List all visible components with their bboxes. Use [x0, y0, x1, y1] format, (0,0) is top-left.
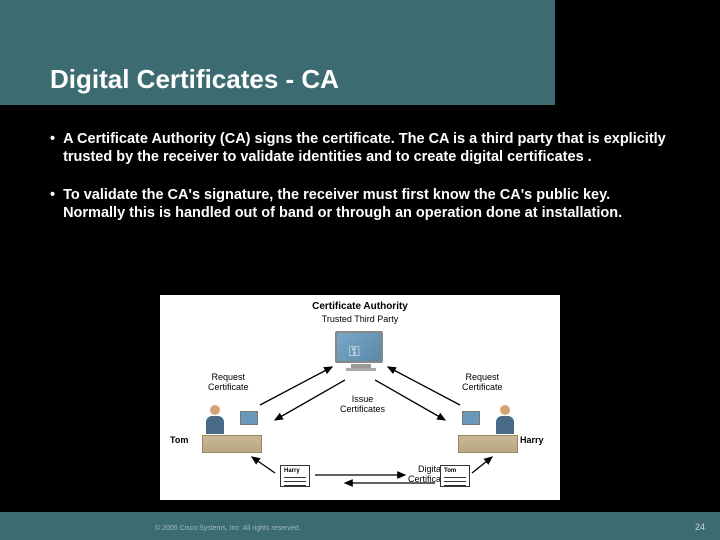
- issue-label: IssueCertificates: [340, 395, 385, 415]
- person-harry-icon: [458, 403, 518, 453]
- diagram: Certificate Authority Trusted Third Part…: [160, 295, 560, 500]
- certificate-doc-icon: Harry: [280, 465, 310, 487]
- harry-label: Harry: [520, 435, 544, 445]
- cert-name: Tom: [441, 466, 469, 474]
- person-tom-icon: [202, 403, 262, 453]
- slide-title: Digital Certificates - CA: [50, 64, 339, 95]
- bullet-dot-icon: •: [50, 186, 55, 222]
- ca-title: Certificate Authority: [312, 301, 408, 312]
- bullet-text: A Certificate Authority (CA) signs the c…: [63, 130, 670, 166]
- ca-monitor-icon: ⚿: [335, 331, 387, 373]
- key-icon: ⚿: [349, 343, 360, 360]
- bullet-item: • To validate the CA's signature, the re…: [50, 186, 670, 222]
- request-left-label: RequestCertificate: [208, 373, 249, 393]
- copyright-text: © 2005 Cisco Systems, Inc. All rights re…: [155, 525, 301, 532]
- certificate-doc-icon: Tom: [440, 465, 470, 487]
- bullet-text: To validate the CA's signature, the rece…: [63, 186, 670, 222]
- footer-bar: [0, 512, 720, 540]
- page-number: 24: [695, 522, 705, 532]
- bullet-dot-icon: •: [50, 130, 55, 166]
- request-right-label: RequestCertificate: [462, 373, 503, 393]
- ca-subtitle: Trusted Third Party: [322, 314, 399, 324]
- bullet-item: • A Certificate Authority (CA) signs the…: [50, 130, 670, 166]
- content-area: • A Certificate Authority (CA) signs the…: [50, 130, 670, 243]
- cert-name: Harry: [281, 466, 309, 474]
- tom-label: Tom: [170, 435, 188, 445]
